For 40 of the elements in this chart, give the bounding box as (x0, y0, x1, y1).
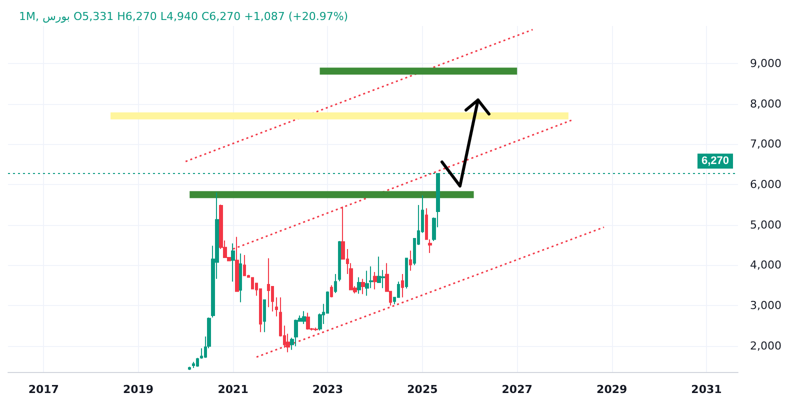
candlestick (373, 271, 377, 290)
x-tick-label: 2017 (28, 383, 59, 396)
candlestick (334, 274, 337, 294)
x-tick-label: 2023 (312, 383, 344, 396)
candlestick (357, 276, 361, 294)
candlestick (231, 242, 235, 282)
candlestick (188, 366, 191, 370)
candlestick (330, 284, 333, 298)
y-tick-label: 5,000 (750, 218, 782, 232)
y-tick-label: 2,000 (750, 339, 782, 352)
candlestick (275, 296, 278, 317)
candlestick (401, 274, 404, 298)
candlestick (314, 327, 318, 332)
candlestick (267, 258, 270, 308)
x-tick-label: 2029 (596, 383, 628, 396)
y-tick-label: 9,000 (750, 57, 782, 70)
candlestick (405, 258, 408, 290)
y-tick-label: 4,000 (750, 258, 782, 272)
candlestick (338, 240, 341, 282)
y-tick-label: 6,000 (750, 178, 782, 191)
y-tick-label: 8,000 (750, 97, 782, 110)
candlestick (263, 298, 266, 333)
candlestick (294, 319, 298, 347)
y-tick-label: 7,000 (750, 138, 782, 151)
candlestick (306, 312, 310, 330)
candlestick (239, 252, 242, 303)
candlestick (365, 270, 369, 296)
chart-title: 1M, بورس O5,331 H6,270 L4,940 C6,270 +1,087 (+20.97%) (19, 10, 348, 23)
x-tick-label: 2019 (122, 383, 154, 396)
x-tick-label: 2025 (407, 383, 438, 396)
x-tick-label: 2031 (691, 383, 722, 396)
candlestick (409, 250, 412, 272)
y-tick-label: 3,000 (750, 298, 782, 312)
ref-line-label: 6,270 (701, 155, 729, 168)
candlestick (361, 278, 365, 295)
candlestick (302, 310, 306, 325)
candlestick (243, 254, 246, 276)
candlestick (192, 361, 195, 368)
x-tick-label: 2027 (502, 383, 532, 396)
x-tick-label: 2021 (218, 383, 248, 396)
